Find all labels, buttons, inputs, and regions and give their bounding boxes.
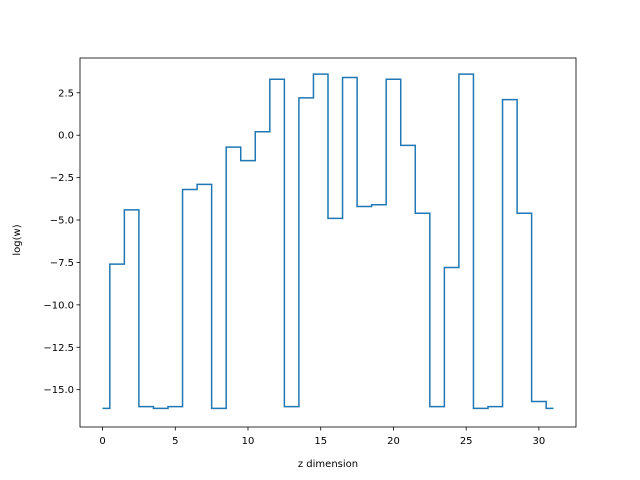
y-tick-label: 2.5 (58, 88, 74, 99)
y-tick-label: −2.5 (50, 173, 74, 184)
y-axis-label: log(w) (12, 224, 23, 255)
y-tick-label: −15.0 (43, 385, 74, 396)
x-tick-label: 10 (242, 436, 255, 447)
x-axis-label: z dimension (298, 459, 358, 470)
plot-area (79, 57, 577, 428)
axes-frame (79, 57, 577, 428)
y-axis-ticks: −15.0 −12.5 −10.0 −7.5 −5.0 −2.5 0.0 2.5 (43, 88, 80, 396)
y-tick-label: 0.0 (58, 131, 74, 142)
y-tick-label: −7.5 (50, 258, 74, 269)
x-tick-label: 30 (533, 436, 546, 447)
x-tick-label: 5 (172, 436, 178, 447)
y-tick-label: −12.5 (43, 343, 74, 354)
x-tick-label: 25 (460, 436, 473, 447)
x-tick-label: 0 (99, 436, 105, 447)
x-axis-ticks: 0 5 10 15 20 25 30 (99, 427, 545, 447)
x-tick-label: 15 (314, 436, 327, 447)
series-line-0 (102, 73, 554, 410)
y-tick-label: −10.0 (43, 300, 74, 311)
y-tick-label: −5.0 (50, 216, 74, 227)
x-tick-label: 20 (387, 436, 400, 447)
